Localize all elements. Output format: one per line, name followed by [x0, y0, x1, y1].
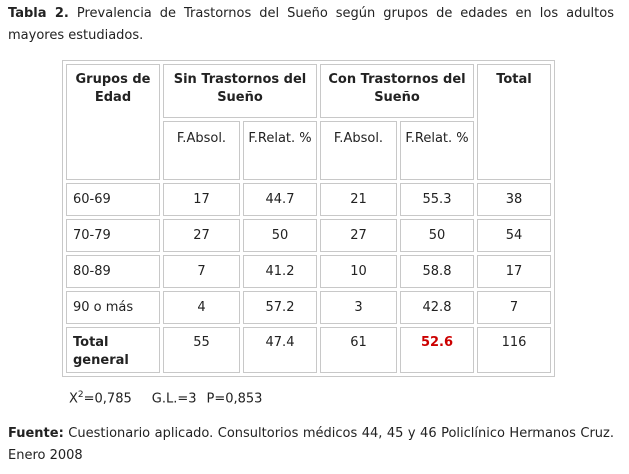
total-with-rel: 52.6: [400, 327, 474, 373]
cell-without-abs: 17: [163, 183, 240, 216]
subheader-with-abs: F.Absol.: [320, 121, 397, 180]
table-row: 90 o más 4 57.2 3 42.8 7: [66, 291, 551, 324]
subheader-without-abs: F.Absol.: [163, 121, 240, 180]
cell-with-abs: 10: [320, 255, 397, 288]
chi-square-symbol: X: [69, 391, 78, 407]
subheader-without-rel: F.Relat. %: [243, 121, 317, 180]
cell-without-rel: 57.2: [243, 291, 317, 324]
cell-with-abs: 27: [320, 219, 397, 252]
chi-square-value: =0,785: [83, 391, 132, 407]
cell-without-abs: 7: [163, 255, 240, 288]
chi-square-exponent: 2: [77, 390, 84, 400]
cell-without-rel: 41.2: [243, 255, 317, 288]
cell-without-abs: 4: [163, 291, 240, 324]
total-with-abs: 61: [320, 327, 397, 373]
table-caption: Tabla 2. Prevalencia de Trastornos del S…: [8, 3, 614, 47]
cell-without-rel: 44.7: [243, 183, 317, 216]
table-total-row: Total general 55 47.4 61 52.6 116: [66, 327, 551, 373]
cell-with-rel: 55.3: [400, 183, 474, 216]
caption-label: Tabla 2.: [8, 6, 69, 21]
table-row: 60-69 17 44.7 21 55.3 38: [66, 183, 551, 216]
source-text: Cuestionario aplicado. Consultorios médi…: [8, 426, 614, 463]
total-without-rel: 47.4: [243, 327, 317, 373]
table-row: 70-79 27 50 27 50 54: [66, 219, 551, 252]
header-without-disorders: Sin Trastornos del Sueño: [163, 64, 317, 118]
cell-total: 7: [477, 291, 551, 324]
cell-without-rel: 50: [243, 219, 317, 252]
source-note: Fuente: Cuestionario aplicado. Consultor…: [8, 423, 614, 467]
cell-with-rel: 58.8: [400, 255, 474, 288]
cell-total: 54: [477, 219, 551, 252]
header-with-disorders: Con Trastornos del Sueño: [320, 64, 474, 118]
cell-total: 17: [477, 255, 551, 288]
cell-with-abs: 21: [320, 183, 397, 216]
total-without-abs: 55: [163, 327, 240, 373]
header-total: Total: [477, 64, 551, 180]
cell-without-abs: 27: [163, 219, 240, 252]
row-group-label: 80-89: [66, 255, 160, 288]
degrees-of-freedom: G.L.=3: [151, 391, 197, 407]
source-label: Fuente:: [8, 426, 64, 441]
cell-total: 38: [477, 183, 551, 216]
total-grand: 116: [477, 327, 551, 373]
sleep-disorder-table: Grupos de Edad Sin Trastornos del Sueño …: [62, 60, 555, 377]
table-row: 80-89 7 41.2 10 58.8 17: [66, 255, 551, 288]
cell-with-rel: 50: [400, 219, 474, 252]
cell-with-abs: 3: [320, 291, 397, 324]
row-group-label: 90 o más: [66, 291, 160, 324]
total-row-label: Total general: [66, 327, 160, 373]
cell-with-rel: 42.8: [400, 291, 474, 324]
row-group-label: 60-69: [66, 183, 160, 216]
statistics-line: X2=0,785 G.L.=3 P=0,853: [69, 390, 262, 406]
row-group-label: 70-79: [66, 219, 160, 252]
subheader-with-rel: F.Relat. %: [400, 121, 474, 180]
p-value: P=0,853: [206, 391, 263, 407]
caption-text: Prevalencia de Trastornos del Sueño segú…: [8, 6, 614, 43]
header-age-group: Grupos de Edad: [66, 64, 160, 180]
